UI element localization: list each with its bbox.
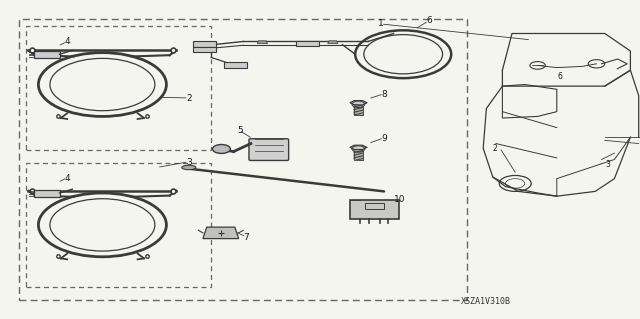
FancyBboxPatch shape — [249, 139, 289, 160]
Text: 3: 3 — [605, 160, 611, 169]
Bar — [365, 203, 384, 209]
Ellipse shape — [182, 165, 196, 170]
Circle shape — [212, 145, 230, 153]
Text: 7: 7 — [244, 233, 249, 242]
Polygon shape — [203, 227, 239, 239]
Polygon shape — [34, 190, 60, 197]
Text: XSZA1V310B: XSZA1V310B — [461, 297, 511, 306]
Polygon shape — [193, 47, 216, 52]
Text: 2: 2 — [492, 144, 497, 153]
Text: 6: 6 — [426, 16, 431, 25]
Text: 8: 8 — [381, 90, 387, 99]
Text: 3: 3 — [186, 158, 191, 167]
Text: 1: 1 — [378, 19, 383, 28]
Polygon shape — [350, 100, 367, 105]
Polygon shape — [257, 41, 268, 44]
Polygon shape — [193, 41, 216, 47]
Text: 5: 5 — [237, 126, 243, 135]
Text: 2: 2 — [186, 94, 191, 103]
Text: 10: 10 — [394, 195, 406, 204]
Polygon shape — [34, 51, 60, 58]
FancyBboxPatch shape — [350, 200, 399, 219]
Polygon shape — [296, 41, 319, 46]
Text: 4: 4 — [65, 174, 70, 183]
Text: 4: 4 — [65, 37, 70, 46]
Text: 9: 9 — [381, 134, 387, 143]
Polygon shape — [224, 62, 247, 68]
Text: 6: 6 — [557, 72, 563, 81]
Polygon shape — [328, 41, 338, 44]
Polygon shape — [350, 145, 367, 150]
